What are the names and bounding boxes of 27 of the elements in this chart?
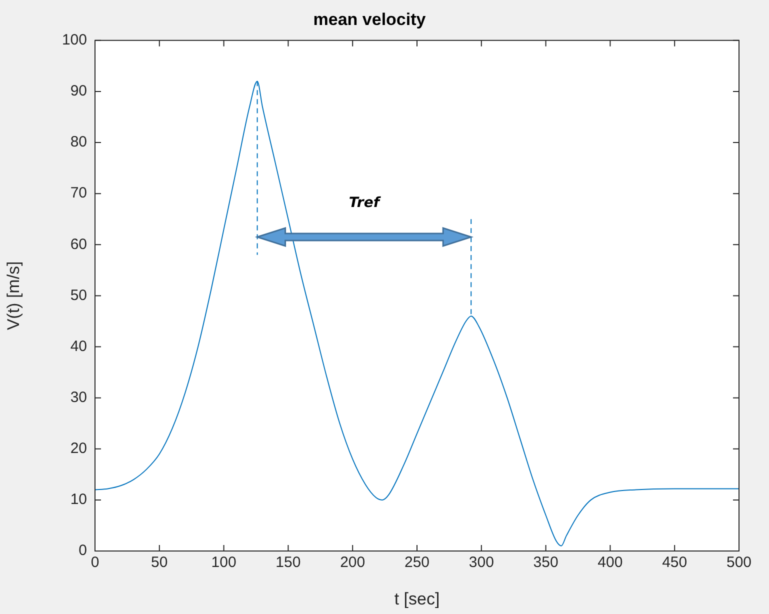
x-tick-label: 100 <box>211 554 236 572</box>
y-tick-label: 10 <box>70 491 87 508</box>
x-axis-title: t [sec] <box>394 589 440 608</box>
y-tick-label: 70 <box>70 184 87 202</box>
y-tick-label: 90 <box>70 82 87 100</box>
y-tick-label: 0 <box>78 542 87 560</box>
y-tick-label: 60 <box>70 236 87 253</box>
y-tick-label: 40 <box>70 338 87 355</box>
y-tick-label: 20 <box>70 440 87 458</box>
chart-title: mean velocity <box>313 10 426 29</box>
x-tick-label: 400 <box>598 554 623 572</box>
x-tick-label: 350 <box>533 554 558 572</box>
x-tick-label: 50 <box>151 554 168 572</box>
x-tick-label: 150 <box>276 554 301 572</box>
x-tick-label: 0 <box>90 554 100 572</box>
y-tick-label: 100 <box>62 32 87 49</box>
y-axis-title: V(t) [m/s] <box>4 261 23 330</box>
x-tick-label: 450 <box>662 554 688 572</box>
x-tick-label: 250 <box>404 554 430 572</box>
line-series <box>95 80 739 546</box>
y-tick-label: 80 <box>70 134 87 151</box>
y-tick-label: 50 <box>70 286 87 304</box>
x-tick-label: 300 <box>468 554 494 572</box>
y-tick-label: 30 <box>70 388 87 406</box>
x-tick-label: 500 <box>726 554 752 572</box>
x-tick-label: 200 <box>340 554 366 572</box>
annotation: Tref <box>348 194 382 211</box>
